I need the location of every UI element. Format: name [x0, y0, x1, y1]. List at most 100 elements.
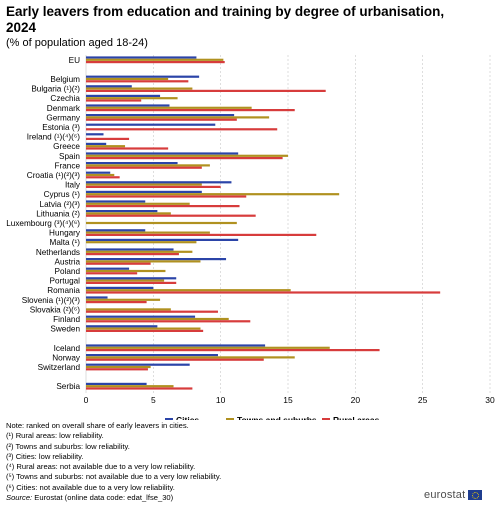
category-label: Cyprus (¹) — [44, 190, 81, 199]
bar-cities — [86, 123, 216, 126]
bar-cities — [86, 296, 108, 299]
bar-towns-and-suburbs — [86, 327, 201, 330]
bar-towns-and-suburbs — [86, 58, 224, 61]
bar-cities — [86, 162, 178, 165]
category-label: Germany — [46, 113, 81, 122]
bar-towns-and-suburbs — [86, 346, 330, 349]
x-tick-label: 30 — [485, 395, 495, 405]
note-line: (⁴) Rural areas: not available due to a … — [6, 462, 196, 472]
bar-rural-areas — [86, 147, 169, 150]
bar-rural-areas — [86, 281, 177, 284]
bar-towns-and-suburbs — [86, 106, 252, 109]
bar-cities — [86, 181, 232, 184]
note-line: (³) Cities: low reliability. — [6, 451, 84, 461]
category-label: Spain — [59, 152, 80, 161]
bar-rural-areas — [86, 137, 130, 140]
bar-rural-areas — [86, 118, 237, 121]
source-text: Eurostat (online data code: edat_lfse_30… — [34, 493, 174, 503]
bar-rural-areas — [86, 368, 148, 371]
category-label: Latvia (²)(³) — [40, 200, 81, 209]
bar-cities — [86, 171, 111, 174]
bar-towns-and-suburbs — [86, 260, 201, 263]
bar-rural-areas — [86, 176, 120, 179]
category-label: Norway — [52, 353, 81, 362]
bar-cities — [86, 382, 147, 385]
bar-towns-and-suburbs — [86, 154, 288, 157]
category-label: France — [55, 161, 81, 170]
category-label: EU — [69, 56, 80, 65]
category-label: Czechia — [50, 94, 80, 103]
legend-label: Rural areas — [333, 415, 380, 420]
category-label: Romania — [47, 286, 80, 295]
x-tick-label: 15 — [283, 395, 293, 405]
bar-rural-areas — [86, 329, 204, 332]
x-tick-label: 25 — [418, 395, 428, 405]
legend: Cities Towns and suburbs Rural areas — [165, 415, 380, 420]
bar-rural-areas — [86, 128, 278, 131]
bar-cities — [86, 114, 235, 117]
bar-cities — [86, 344, 266, 347]
bar-towns-and-suburbs — [86, 250, 193, 253]
bar-cities — [86, 85, 132, 88]
bar-rural-areas — [86, 89, 326, 92]
category-label: Netherlands — [36, 248, 80, 257]
category-label: Belgium — [50, 75, 80, 84]
category-label: Malta (¹) — [50, 238, 81, 247]
bar-cities — [86, 286, 154, 289]
bar-rural-areas — [86, 291, 441, 294]
bar-rural-areas — [86, 99, 142, 102]
bar-cities — [86, 210, 158, 213]
bar-rural-areas — [86, 205, 240, 208]
bar-cities — [86, 75, 200, 78]
bar-rural-areas — [86, 387, 193, 390]
category-label: Luxembourg (³)(⁴)(⁶) — [6, 219, 80, 228]
bar-rural-areas — [86, 301, 147, 304]
category-label: Greece — [53, 142, 80, 151]
category-label: Sweden — [50, 325, 80, 334]
legend-swatch — [165, 418, 173, 420]
bar-rural-areas — [86, 166, 202, 169]
note-line: (⁶) Cities: not available due to a very … — [6, 482, 175, 492]
bar-rural-areas — [86, 61, 225, 64]
bar-rural-areas — [86, 80, 189, 83]
category-label: Denmark — [47, 104, 81, 113]
bar-towns-and-suburbs — [86, 269, 166, 273]
category-label: Croatia (¹)(²)(³) — [27, 171, 80, 180]
category-label: Austria — [55, 257, 81, 266]
logo-text: eurostat — [424, 489, 466, 501]
category-label: Serbia — [56, 382, 80, 391]
x-tick-label: 5 — [151, 395, 156, 405]
category-label: Iceland — [54, 344, 81, 353]
category-label: Ireland (¹)(⁴)(⁶) — [27, 133, 81, 142]
bar-rural-areas — [86, 109, 295, 112]
bar-towns-and-suburbs — [86, 183, 202, 186]
bar-cities — [86, 354, 218, 357]
source-label: Source: — [6, 493, 33, 503]
bar-towns-and-suburbs — [86, 87, 193, 90]
bar-towns-and-suburbs — [86, 356, 295, 359]
bar-cities — [86, 238, 239, 241]
bar-towns-and-suburbs — [86, 289, 291, 292]
bar-towns-and-suburbs — [86, 173, 115, 177]
bar-cities — [86, 104, 170, 107]
bar-towns-and-suburbs — [86, 145, 126, 148]
bar-cities — [86, 315, 196, 318]
legend-swatch — [322, 418, 330, 420]
bar-cities — [86, 190, 202, 193]
category-label: Slovakia (²)(⁶) — [30, 305, 80, 314]
note-line: (⁵) Towns and suburbs: not available due… — [6, 472, 222, 482]
bar-towns-and-suburbs — [86, 97, 178, 100]
bar-cities — [86, 152, 239, 155]
category-label: Switzerland — [38, 363, 81, 372]
bar-cities — [86, 363, 190, 366]
bar-rural-areas — [86, 310, 218, 313]
bar-cities — [86, 277, 177, 280]
bar-cities — [86, 325, 158, 328]
bar-towns-and-suburbs — [86, 221, 237, 225]
bar-cities — [86, 200, 146, 203]
bar-cities — [86, 267, 130, 270]
bar-rural-areas — [86, 253, 179, 256]
bar-towns-and-suburbs — [86, 212, 171, 215]
bar-towns-and-suburbs — [86, 241, 197, 244]
